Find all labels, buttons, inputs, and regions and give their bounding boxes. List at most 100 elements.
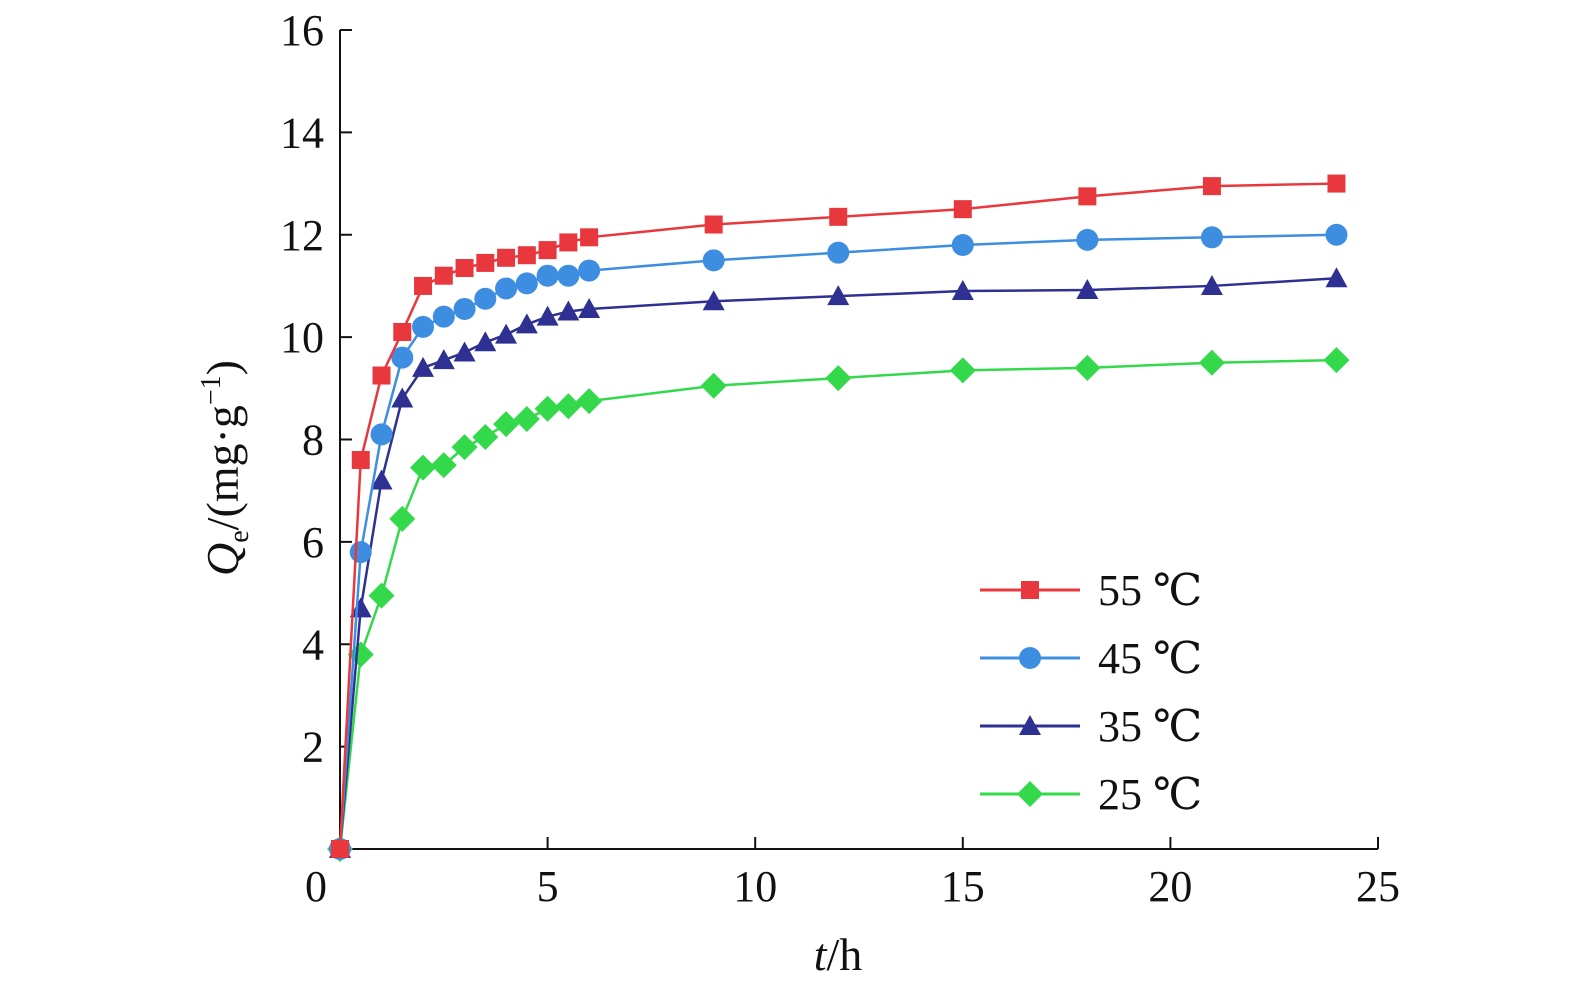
legend-marker	[1019, 715, 1041, 735]
legend-marker	[1019, 647, 1041, 669]
x-tick-label: 20	[1148, 862, 1192, 911]
legend-label: 55 ℃	[1098, 566, 1202, 615]
data-point	[1198, 349, 1225, 376]
data-point	[702, 249, 725, 272]
data-point	[474, 287, 497, 310]
data-point	[1325, 267, 1348, 288]
data-point	[493, 411, 520, 438]
data-point	[495, 277, 518, 300]
legend-item: 45 ℃	[980, 634, 1202, 683]
y-axis-title: Qe/(mg·g−1)	[196, 360, 255, 576]
legend-label: 25 ℃	[1098, 770, 1202, 819]
series-circle	[329, 223, 1348, 860]
data-point	[827, 285, 850, 306]
y-axis-ticks: 2 4 6 8 10 12 14 16	[280, 6, 352, 772]
y-tick-label: 14	[280, 108, 324, 157]
data-point	[559, 233, 578, 252]
y-tick-label: 2	[302, 723, 324, 772]
legend-item: 25 ℃	[980, 770, 1202, 819]
data-point	[580, 228, 599, 247]
legend-label: 35 ℃	[1098, 702, 1202, 751]
data-point	[1325, 223, 1348, 246]
data-point	[1200, 274, 1223, 295]
data-point	[432, 349, 455, 370]
y-axis-sup: −1	[196, 375, 227, 405]
data-point	[704, 215, 723, 234]
data-point	[370, 469, 393, 490]
y-tick-label: 4	[302, 620, 324, 669]
data-point	[434, 266, 453, 285]
legend-marker	[1021, 581, 1039, 599]
data-point	[368, 582, 395, 609]
data-point	[536, 264, 559, 287]
data-point	[472, 423, 499, 450]
data-point	[1074, 354, 1101, 381]
data-point	[495, 323, 518, 344]
data-point	[557, 300, 580, 321]
y-axis-close: )	[197, 360, 248, 375]
y-tick-label: 10	[280, 313, 324, 362]
series-square	[331, 174, 1346, 858]
y-tick-label: 16	[280, 6, 324, 55]
data-point	[476, 253, 495, 272]
legend-item: 35 ℃	[980, 702, 1202, 751]
series-diamond	[327, 347, 1350, 862]
data-point	[1202, 177, 1221, 196]
data-point	[555, 393, 582, 420]
legend-marker	[1017, 781, 1043, 807]
data-point	[389, 505, 416, 532]
y-axis-var: Q	[197, 543, 248, 576]
y-axis-unit: /(mg·g	[197, 405, 248, 530]
data-point	[412, 356, 435, 377]
y-axis-sub: e	[224, 530, 255, 542]
x-tick-label: 15	[941, 862, 985, 911]
data-point	[576, 388, 603, 415]
data-point	[702, 290, 725, 311]
data-point	[829, 207, 848, 226]
data-point	[536, 305, 559, 326]
data-point	[700, 372, 727, 399]
data-point	[557, 264, 580, 287]
x-axis-unit: /h	[827, 929, 863, 980]
data-point	[393, 323, 412, 342]
x-axis-title: t/h	[814, 929, 863, 980]
data-point	[578, 297, 601, 318]
data-point	[578, 259, 601, 282]
data-point	[1327, 174, 1346, 193]
y-tick-label: 8	[302, 416, 324, 465]
x-axis-ticks: 0 5 10 15 20 25	[305, 837, 1400, 911]
data-point	[1078, 187, 1097, 206]
data-point	[432, 305, 455, 328]
legend: 55 ℃ 45 ℃ 35 ℃ 25 ℃	[980, 566, 1202, 819]
y-tick-label: 12	[280, 211, 324, 260]
data-point	[515, 313, 538, 334]
x-tick-label: 0	[305, 862, 327, 911]
x-tick-label: 5	[537, 862, 559, 911]
data-point	[951, 280, 974, 301]
data-point	[513, 406, 540, 433]
legend-label: 45 ℃	[1098, 634, 1202, 683]
data-point	[453, 341, 476, 362]
data-point	[351, 450, 370, 469]
data-point	[412, 315, 435, 338]
series-line	[338, 233, 1337, 850]
data-point	[370, 423, 393, 446]
data-point	[534, 395, 561, 422]
data-point	[453, 297, 476, 320]
data-point	[953, 200, 972, 219]
data-point	[451, 434, 478, 461]
x-tick-label: 25	[1356, 862, 1400, 911]
data-point	[349, 541, 372, 564]
data-point	[474, 331, 497, 352]
plot-area: 0 5 10 15 20 25 2 4 6 8 10 12 14 16	[280, 6, 1400, 911]
data-point	[430, 452, 457, 479]
data-point	[1076, 228, 1099, 251]
data-point	[538, 241, 557, 260]
data-point	[951, 233, 974, 256]
data-point	[827, 241, 850, 264]
legend-item: 55 ℃	[980, 566, 1202, 615]
data-point	[825, 365, 852, 392]
data-point	[497, 248, 516, 267]
x-axis-var: t	[814, 929, 828, 980]
